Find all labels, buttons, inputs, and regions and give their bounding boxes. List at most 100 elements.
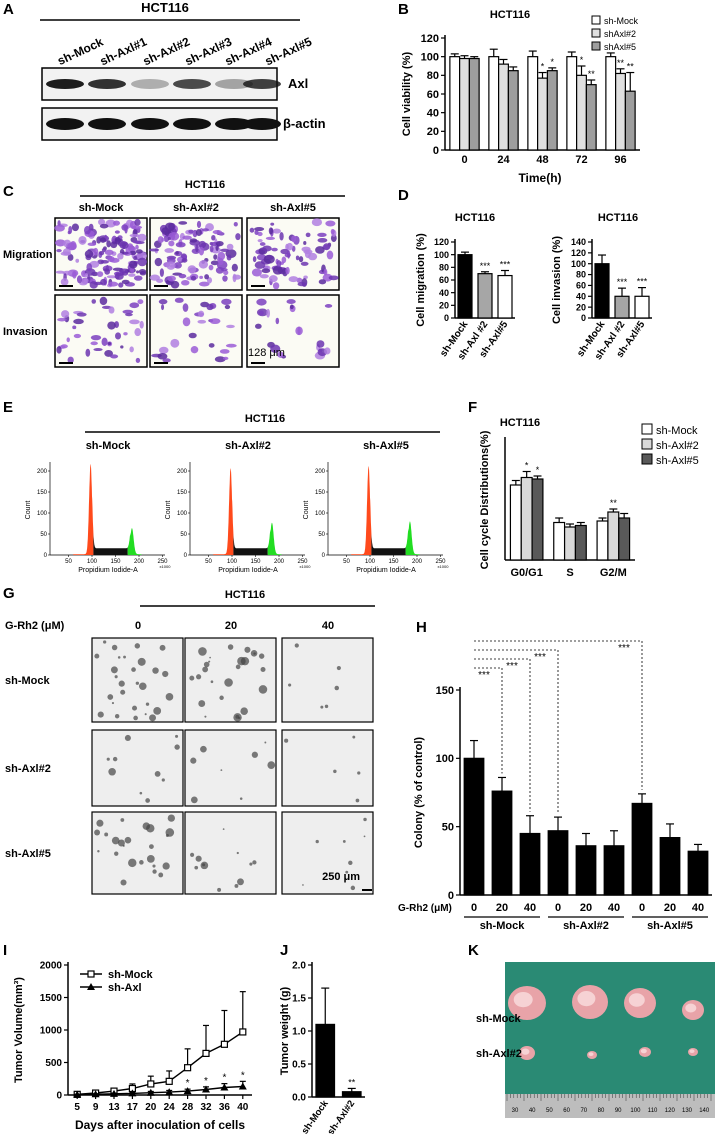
colony bbox=[294, 643, 299, 648]
significance: *** bbox=[500, 260, 511, 270]
colony bbox=[104, 832, 109, 837]
cell bbox=[305, 232, 311, 238]
cell bbox=[98, 218, 106, 226]
marker bbox=[165, 1088, 174, 1096]
bar bbox=[631, 802, 653, 896]
cell bbox=[99, 296, 108, 306]
column-label: sh-Axl#2 bbox=[173, 202, 219, 214]
bar bbox=[477, 273, 493, 319]
significance: *** bbox=[618, 643, 630, 654]
ruler-label: 40 bbox=[529, 1108, 536, 1114]
bar bbox=[315, 1023, 336, 1098]
cell bbox=[109, 354, 119, 359]
x-tick-label: 250 bbox=[297, 559, 308, 565]
histogram-region bbox=[267, 522, 282, 555]
cell bbox=[218, 257, 224, 266]
cell bbox=[173, 262, 182, 269]
colony bbox=[132, 705, 138, 711]
colony-image bbox=[281, 729, 374, 807]
y-tick-label: 0 bbox=[44, 553, 48, 559]
bar bbox=[527, 56, 539, 151]
y-tick-label: 60 bbox=[439, 275, 449, 285]
cell bbox=[221, 298, 232, 305]
cell bbox=[57, 317, 67, 322]
y-tick-label: 20 bbox=[427, 126, 439, 138]
panel-title: HCT116 bbox=[185, 179, 225, 191]
bar bbox=[624, 90, 636, 151]
y-tick-label: 100 bbox=[37, 511, 48, 517]
axis-label: Propidium Iodide-A bbox=[218, 567, 278, 574]
bar bbox=[566, 56, 578, 151]
colony bbox=[363, 835, 366, 838]
x-tick-label: 40 bbox=[237, 1102, 249, 1113]
colony bbox=[267, 761, 276, 769]
cell bbox=[215, 241, 224, 247]
colony bbox=[131, 667, 136, 672]
cell bbox=[163, 235, 170, 243]
colony bbox=[352, 735, 356, 739]
cell bbox=[67, 242, 77, 251]
colony bbox=[363, 817, 367, 822]
legend-swatch bbox=[591, 15, 601, 25]
band bbox=[46, 118, 84, 130]
marker bbox=[238, 1082, 247, 1090]
y-tick-label: 2000 bbox=[40, 961, 63, 972]
cell bbox=[289, 304, 294, 310]
colony bbox=[114, 851, 119, 856]
cell bbox=[288, 276, 299, 283]
colony bbox=[108, 767, 116, 776]
cell bbox=[272, 282, 280, 290]
x-tick-label: 32 bbox=[200, 1102, 212, 1113]
x-tick-label: 20 bbox=[145, 1102, 157, 1113]
panel-title: HCT116 bbox=[141, 0, 189, 15]
colony bbox=[355, 798, 360, 803]
panel-letter: J bbox=[280, 942, 288, 959]
x-tick-label: 13 bbox=[108, 1102, 120, 1113]
colony bbox=[137, 657, 146, 666]
marker bbox=[202, 1049, 210, 1058]
colony bbox=[208, 660, 211, 663]
unit-label: x1000 bbox=[438, 564, 450, 569]
bar bbox=[449, 56, 461, 151]
cell bbox=[275, 317, 280, 325]
colony bbox=[146, 854, 155, 863]
cell bbox=[196, 220, 202, 229]
dose-value: 40 bbox=[322, 620, 334, 632]
cell bbox=[86, 263, 93, 272]
significance: * bbox=[186, 1078, 190, 1089]
colony-image bbox=[184, 811, 277, 895]
cell bbox=[164, 248, 175, 253]
cell bbox=[188, 229, 194, 234]
colony bbox=[258, 685, 268, 694]
colony bbox=[210, 680, 214, 684]
cell bbox=[300, 261, 309, 266]
cell bbox=[93, 347, 103, 352]
cell bbox=[107, 321, 116, 330]
legend-label: sh-Axl bbox=[108, 982, 142, 994]
colony bbox=[345, 870, 349, 874]
colony bbox=[152, 869, 157, 874]
column-label: sh-Mock bbox=[86, 440, 132, 452]
cell bbox=[206, 303, 214, 311]
x-tick-label: 17 bbox=[127, 1102, 139, 1113]
legend-label: sh-Axl#5 bbox=[656, 455, 699, 467]
tumor-highlight bbox=[588, 1052, 594, 1056]
y-tick-label: 20 bbox=[576, 302, 586, 312]
cell bbox=[119, 241, 129, 249]
colony bbox=[203, 661, 210, 668]
cell bbox=[166, 261, 176, 270]
column-label: sh-Mock bbox=[79, 202, 125, 214]
colony bbox=[149, 714, 157, 722]
y-axis-label: Cell invasion (%) bbox=[551, 236, 563, 324]
tumor-highlight bbox=[640, 1048, 647, 1054]
colony bbox=[264, 741, 267, 744]
bar bbox=[585, 84, 597, 151]
ruler-label: 70 bbox=[580, 1108, 587, 1114]
cell bbox=[118, 268, 130, 274]
cell bbox=[157, 352, 168, 360]
colony bbox=[145, 798, 150, 803]
x-tick-label: G0/G1 bbox=[510, 567, 542, 579]
colony bbox=[233, 713, 242, 722]
